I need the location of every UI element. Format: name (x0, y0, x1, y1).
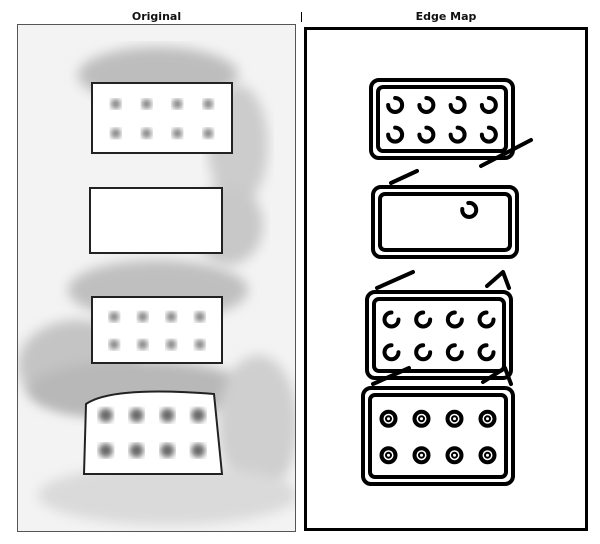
original-tile (91, 296, 223, 364)
edge-map-panel (304, 27, 588, 531)
edge-dot (479, 95, 498, 114)
original-image-panel (17, 24, 296, 532)
tile-dot (203, 128, 214, 139)
edge-fragment (375, 270, 511, 290)
edge-dot-center (418, 415, 425, 423)
edge-dot (477, 343, 496, 362)
edge-panel-title: Edge Map (415, 10, 477, 23)
edge-dot-center (385, 415, 392, 423)
edge-dot-center (385, 451, 392, 459)
edge-fragment (371, 366, 513, 386)
edge-outlines (361, 78, 533, 486)
tile-dot (194, 311, 205, 322)
edge-dot (479, 125, 498, 144)
edge-dot (414, 343, 433, 362)
edge-fragment (389, 169, 419, 185)
edge-dot (445, 310, 464, 329)
tile-dot (194, 339, 205, 350)
tile-dot (166, 311, 177, 322)
tile-dot (98, 443, 113, 458)
edge-dot-center (451, 415, 458, 423)
edge-dot-center (451, 451, 458, 459)
tile-dot (191, 443, 206, 458)
original-tile (82, 390, 224, 475)
tile-dot (110, 99, 121, 109)
tile-dot (98, 408, 113, 423)
edge-map-image (361, 78, 533, 486)
edge-dot (386, 95, 405, 114)
tile-dot (109, 339, 120, 350)
tile-dot (160, 408, 175, 423)
edge-tile (371, 169, 519, 259)
tile-dot (172, 99, 183, 109)
tile-dot (137, 339, 148, 350)
tile-dot (141, 128, 152, 139)
edge-dot-center (418, 451, 425, 459)
edge-dot (478, 446, 497, 465)
edge-dot (460, 200, 479, 219)
tile-dot (137, 311, 148, 322)
edge-dot (478, 409, 497, 428)
edge-dot (386, 125, 405, 144)
tile-dot (203, 99, 214, 109)
original-panel-title: Original (131, 10, 182, 23)
edge-dot (445, 343, 464, 362)
edge-dot (412, 446, 431, 465)
edge-tile (361, 366, 515, 486)
edge-dot (477, 310, 496, 329)
edge-tile (369, 78, 533, 168)
original-image (18, 25, 295, 531)
tile-dot (166, 339, 177, 350)
edge-dot (382, 310, 401, 329)
edge-dot (382, 343, 401, 362)
edge-dot (417, 125, 436, 144)
original-tile (89, 187, 223, 254)
edge-dot (448, 95, 467, 114)
tile-dot (129, 443, 144, 458)
tile-dot (129, 408, 144, 423)
original-tile (91, 82, 233, 154)
original-tiles (82, 82, 233, 475)
edge-dot (417, 95, 436, 114)
tile-dot (191, 408, 206, 423)
edge-dot-center (484, 451, 491, 459)
edge-dot (445, 409, 464, 428)
edge-dot (445, 446, 464, 465)
tile-dot (141, 99, 152, 109)
tile-dot (109, 311, 120, 322)
edge-dot (379, 409, 398, 428)
tile-dot (110, 128, 121, 139)
edge-dot-center (484, 415, 491, 423)
edge-dot (379, 446, 398, 465)
edge-dot (448, 125, 467, 144)
edge-tile (365, 270, 513, 380)
tile-dot (172, 128, 183, 139)
edge-dot (414, 310, 433, 329)
tile-dot (160, 443, 175, 458)
panel-divider (301, 12, 302, 22)
edge-fragment (479, 138, 533, 168)
edge-dot (412, 409, 431, 428)
